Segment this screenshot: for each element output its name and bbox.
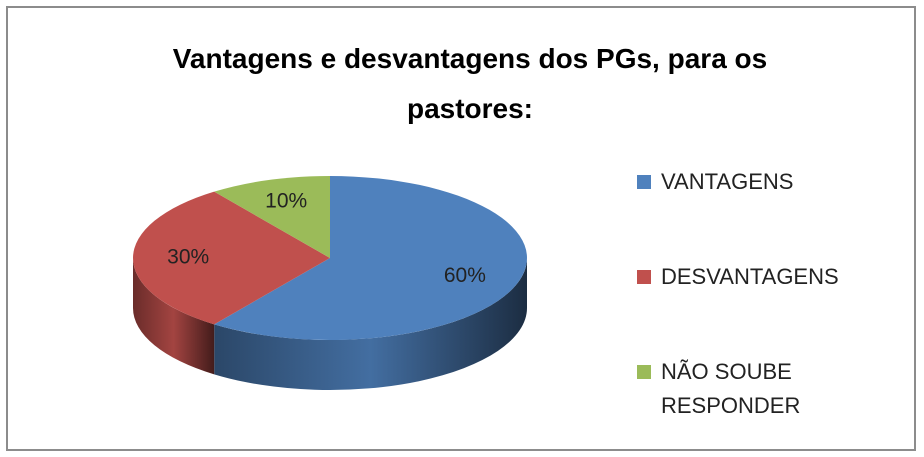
pie-slice <box>214 176 527 340</box>
pie-slice <box>132 191 330 325</box>
legend-swatch <box>637 270 651 284</box>
legend-label: NÃO SOUBE RESPONDER <box>661 359 801 418</box>
data-label: 30% <box>167 246 209 269</box>
pie-slice-side <box>133 258 215 375</box>
legend-label: VANTAGENS <box>661 169 794 194</box>
legend-swatch <box>637 175 651 189</box>
legend-item: VANTAGENS <box>637 165 861 199</box>
legend-label: DESVANTAGENS <box>661 264 839 289</box>
data-label: 60% <box>444 264 486 287</box>
legend-item: NÃO SOUBE RESPONDER <box>637 355 861 423</box>
legend-item: DESVANTAGENS <box>637 260 861 294</box>
legend-swatch <box>637 365 651 379</box>
data-label: 10% <box>265 189 307 212</box>
pie-slice-side <box>214 258 527 390</box>
chart-title: Vantagens e desvantagens dos PGs, para o… <box>172 43 768 124</box>
pie-slice <box>214 176 330 258</box>
chart-border <box>6 6 916 451</box>
